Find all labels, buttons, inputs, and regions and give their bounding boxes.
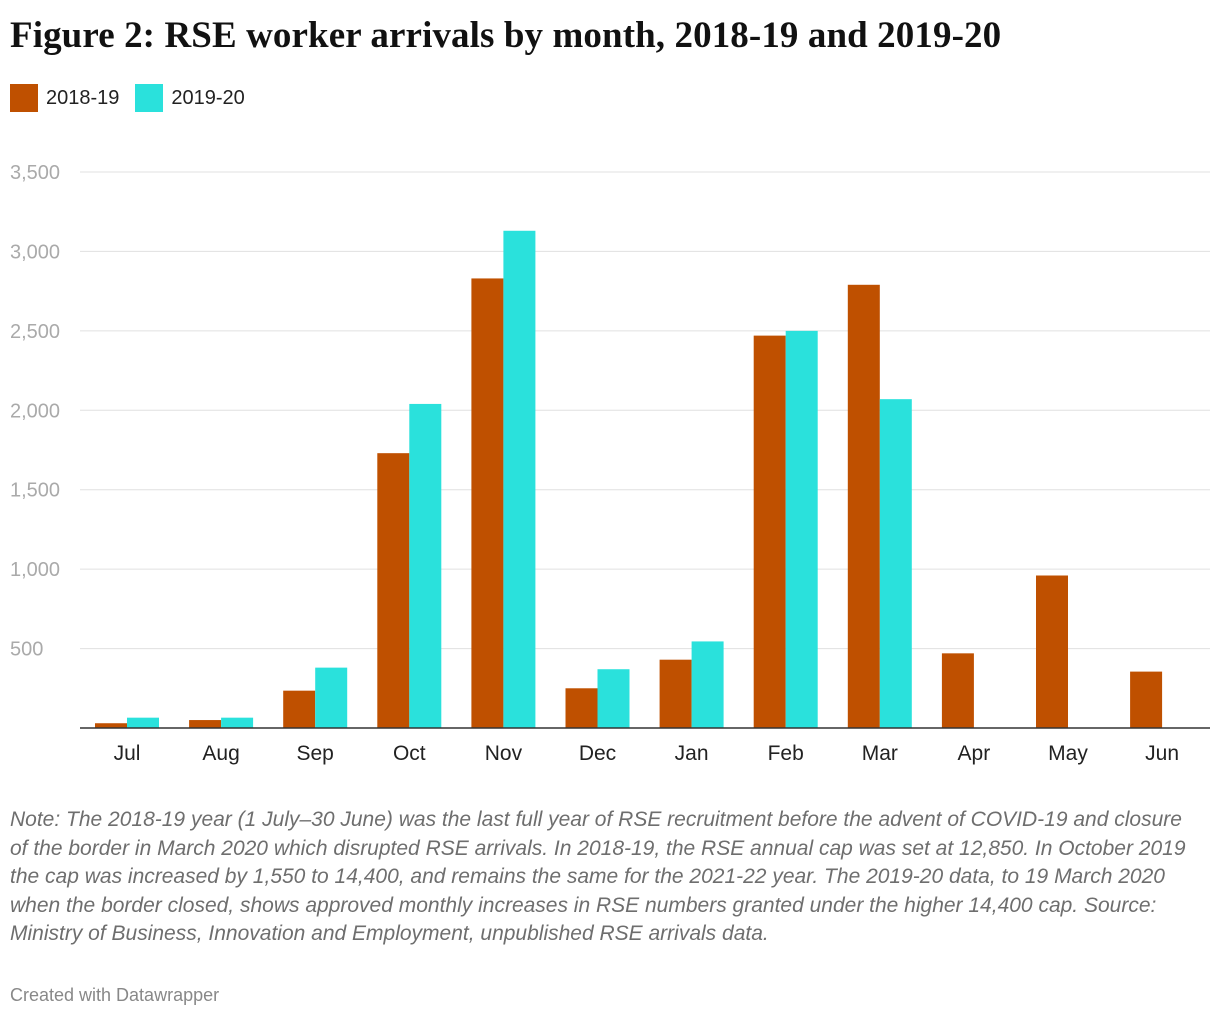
y-tick-label: 3,000 xyxy=(10,241,60,263)
x-tick-label: Jul xyxy=(114,742,141,765)
bar-2019-20 xyxy=(597,669,630,728)
bar-2018-19 xyxy=(565,688,598,728)
bar-2018-19 xyxy=(1130,671,1163,728)
legend: 2018-19 2019-20 xyxy=(10,84,261,112)
legend-label-2019-20: 2019-20 xyxy=(171,86,245,109)
bar-2019-20 xyxy=(785,330,818,728)
legend-swatch-2019-20 xyxy=(135,84,164,112)
y-tick-label: 3,500 xyxy=(10,162,60,184)
y-tick-label: 1,000 xyxy=(10,559,60,581)
bar-2018-19 xyxy=(847,284,880,728)
bar-2018-19 xyxy=(941,653,974,728)
x-tick-label: Jun xyxy=(1145,742,1179,765)
bar-2019-20 xyxy=(503,230,536,728)
y-tick-label: 1,500 xyxy=(10,480,60,502)
x-tick-label: Mar xyxy=(862,742,898,765)
y-tick-label: 2,500 xyxy=(10,321,60,343)
bar-2018-19 xyxy=(471,278,504,728)
y-tick-label: 500 xyxy=(10,639,43,661)
bar-2019-20 xyxy=(315,667,348,728)
x-tick-label: May xyxy=(1048,742,1088,765)
legend-item-2018-19: 2018-19 xyxy=(10,84,119,112)
legend-item-2019-20: 2019-20 xyxy=(135,84,245,112)
bar-2019-20 xyxy=(879,399,912,728)
legend-label-2018-19: 2018-19 xyxy=(46,86,120,109)
x-tick-label: Jan xyxy=(675,742,709,765)
bar-2018-19 xyxy=(753,335,786,728)
bar-2019-20 xyxy=(691,641,724,728)
chart-title: Figure 2: RSE worker arrivals by month, … xyxy=(10,15,1002,56)
bar-2018-19 xyxy=(1036,575,1068,728)
bar-2018-19 xyxy=(377,453,410,728)
x-tick-label: Aug xyxy=(202,742,239,765)
bar-2019-20 xyxy=(409,403,442,728)
bar-2018-19 xyxy=(189,720,222,728)
x-tick-label: Sep xyxy=(297,742,334,765)
bar-2019-20 xyxy=(127,717,159,728)
chart-note: Note: The 2018-19 year (1 July–30 June) … xyxy=(10,808,1186,945)
legend-swatch-2018-19 xyxy=(10,84,38,112)
bar-2018-19 xyxy=(283,690,316,728)
credit-line: Created with Datawrapper xyxy=(10,985,220,1005)
bar-2019-20 xyxy=(221,717,254,728)
x-tick-label: Dec xyxy=(579,742,616,765)
x-tick-label: Feb xyxy=(768,742,804,765)
bar-2018-19 xyxy=(659,659,692,728)
x-tick-label: Oct xyxy=(393,742,426,765)
bar-2018-19 xyxy=(95,723,127,728)
bar-chart: 500 1,000 1,500 2,000 2,500 3,000 3,500 Jul Aug S… xyxy=(10,162,1210,765)
x-tick-label: Nov xyxy=(485,742,523,765)
x-tick-label: Apr xyxy=(958,742,991,765)
y-tick-label: 2,000 xyxy=(10,400,60,422)
